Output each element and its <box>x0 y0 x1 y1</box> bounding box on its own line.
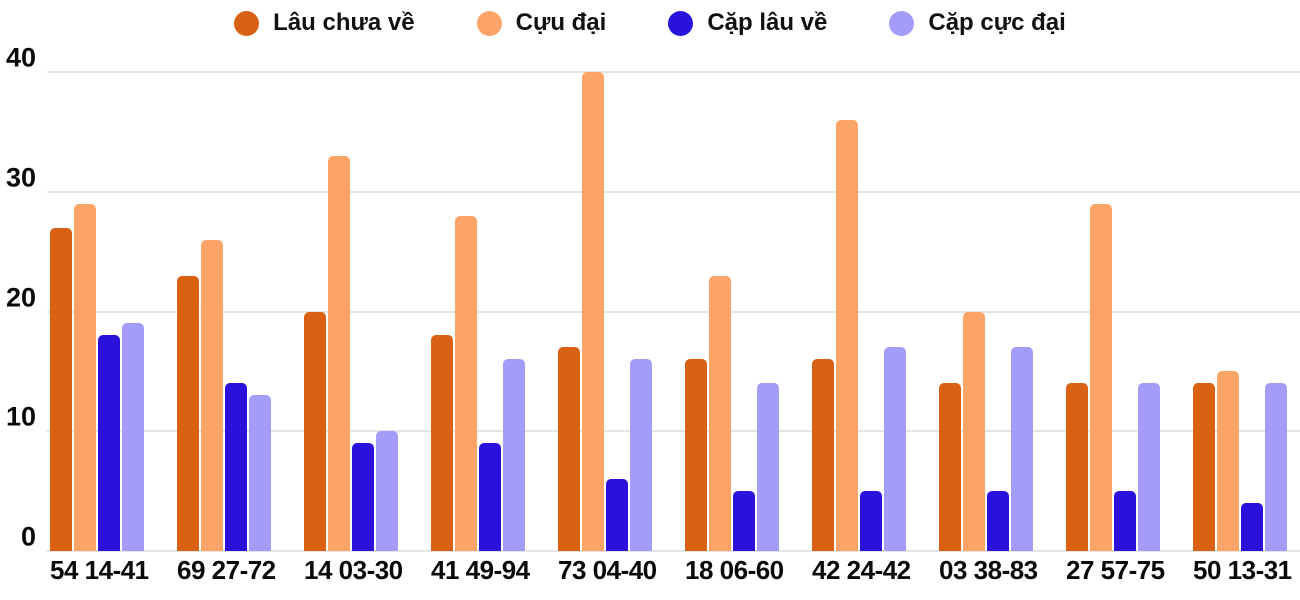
x-label-73 04-40: 73 04-40 <box>558 555 657 585</box>
bar-Cặp cực đại-14 03-30[interactable] <box>376 431 398 551</box>
bar-groups <box>50 72 1287 551</box>
bar-Cựu đại-18 06-60[interactable] <box>709 275 731 551</box>
bar-group-14 03-30 <box>304 72 398 551</box>
x-label-50 13-31: 50 13-31 <box>1193 555 1292 585</box>
gridline-30 <box>47 190 1300 193</box>
y-tick-label-30: 30 <box>5 162 36 193</box>
x-label-18 06-60: 18 06-60 <box>685 555 784 585</box>
legend-item-2[interactable]: Cặp lâu về <box>668 9 827 37</box>
bar-group-41 49-94 <box>431 72 525 551</box>
bar-Cặp cực đại-73 04-40[interactable] <box>630 359 652 551</box>
x-label-14 03-30: 14 03-30 <box>304 555 403 585</box>
bar-Lâu chưa về-14 03-30[interactable] <box>304 311 326 551</box>
bar-group-18 06-60 <box>685 72 779 551</box>
bar-Lâu chưa về-18 06-60[interactable] <box>685 359 707 551</box>
bar-Cặp cực đại-69 27-72[interactable] <box>249 395 271 551</box>
bar-Cựu đại-73 04-40[interactable] <box>582 72 604 551</box>
x-label-42 24-42: 42 24-42 <box>812 555 911 585</box>
bar-Cặp lâu về-18 06-60[interactable] <box>733 491 755 551</box>
gridline-10 <box>47 430 1300 433</box>
x-axis-labels: 54 14-41 69 27-72 14 03-30 41 49-94 73 04-40… <box>50 555 1292 586</box>
bar-Cặp cực đại-41 49-94[interactable] <box>503 359 525 551</box>
bar-Lâu chưa về-42 24-42[interactable] <box>812 359 834 551</box>
legend-item-0[interactable]: Lâu chưa về <box>234 9 415 37</box>
legend-label: Cặp cực đại <box>928 9 1066 36</box>
bar-Cặp lâu về-73 04-40[interactable] <box>606 479 628 551</box>
y-tick-label-40: 40 <box>5 42 36 73</box>
bar-Cặp lâu về-27 57-75[interactable] <box>1114 491 1136 551</box>
legend-dot-icon <box>234 10 260 36</box>
bar-group-03 38-83 <box>939 72 1033 551</box>
bar-Cặp cực đại-54 14-41[interactable] <box>122 323 144 551</box>
legend: Lâu chưa về Cựu đại Cặp lâu về Cặp cực đại <box>0 0 1300 46</box>
gridline-40 <box>47 71 1300 73</box>
bar-Lâu chưa về-41 49-94[interactable] <box>431 335 453 551</box>
bar-Cựu đại-42 24-42[interactable] <box>836 119 858 551</box>
plot-area: 0 10 20 30 40 <box>0 44 1300 552</box>
bar-Cặp lâu về-50 13-31[interactable] <box>1241 503 1263 551</box>
bar-Cựu đại-50 13-31[interactable] <box>1217 371 1239 551</box>
gridline-0 <box>47 550 1300 552</box>
bar-Lâu chưa về-27 57-75[interactable] <box>1066 383 1088 551</box>
legend-label: Lâu chưa về <box>273 9 415 36</box>
bar-Cặp cực đại-27 57-75[interactable] <box>1138 383 1160 551</box>
bar-Cựu đại-54 14-41[interactable] <box>74 203 96 551</box>
bar-group-73 04-40 <box>558 72 652 551</box>
legend-label: Cặp lâu về <box>707 9 828 36</box>
bar-Cặp cực đại-03 38-83[interactable] <box>1011 347 1033 551</box>
y-tick-label-0: 0 <box>20 521 36 552</box>
legend-item-3[interactable]: Cặp cực đại <box>889 9 1066 37</box>
bar-Cặp lâu về-69 27-72[interactable] <box>225 383 247 551</box>
legend-dot-icon <box>668 10 694 36</box>
bar-group-42 24-42 <box>812 72 906 551</box>
x-label-54 14-41: 54 14-41 <box>50 555 149 585</box>
x-label-03 38-83: 03 38-83 <box>939 555 1038 585</box>
bar-group-54 14-41 <box>50 72 144 551</box>
bar-Cựu đại-41 49-94[interactable] <box>455 215 477 551</box>
y-tick-label-10: 10 <box>5 401 36 432</box>
bar-Cựu đại-69 27-72[interactable] <box>201 239 223 551</box>
y-tick-label-20: 20 <box>5 282 36 312</box>
bar-Cặp cực đại-18 06-60[interactable] <box>757 383 779 551</box>
bar-Lâu chưa về-73 04-40[interactable] <box>558 347 580 551</box>
bar-Lâu chưa về-69 27-72[interactable] <box>177 275 199 551</box>
bar-group-50 13-31 <box>1193 72 1287 551</box>
gridline-20 <box>47 310 1300 313</box>
x-label-27 57-75: 27 57-75 <box>1066 555 1165 585</box>
bar-Cặp lâu về-03 38-83[interactable] <box>987 491 1009 551</box>
x-label-41 49-94: 41 49-94 <box>431 555 530 585</box>
legend-dot-icon <box>476 10 502 36</box>
bar-Cặp cực đại-50 13-31[interactable] <box>1265 383 1287 551</box>
bar-Cặp lâu về-41 49-94[interactable] <box>479 443 501 551</box>
bar-Cặp lâu về-54 14-41[interactable] <box>98 335 120 551</box>
bar-Lâu chưa về-54 14-41[interactable] <box>50 227 72 551</box>
legend-dot-icon <box>889 10 915 36</box>
x-label-69 27-72: 69 27-72 <box>177 555 276 585</box>
legend-item-1[interactable]: Cựu đại <box>476 9 607 37</box>
bar-Cặp lâu về-14 03-30[interactable] <box>352 443 374 551</box>
bar-Cựu đại-14 03-30[interactable] <box>328 155 350 551</box>
bar-group-27 57-75 <box>1066 72 1160 551</box>
bar-Cựu đại-27 57-75[interactable] <box>1090 203 1112 551</box>
legend-label: Cựu đại <box>515 9 607 36</box>
bar-Lâu chưa về-50 13-31[interactable] <box>1193 383 1215 551</box>
bar-group-69 27-72 <box>177 72 271 551</box>
bar-Lâu chưa về-03 38-83[interactable] <box>939 383 961 551</box>
bar-Cựu đại-03 38-83[interactable] <box>963 311 985 551</box>
bar-Cặp cực đại-42 24-42[interactable] <box>884 347 906 551</box>
bar-Cặp lâu về-42 24-42[interactable] <box>860 491 882 551</box>
